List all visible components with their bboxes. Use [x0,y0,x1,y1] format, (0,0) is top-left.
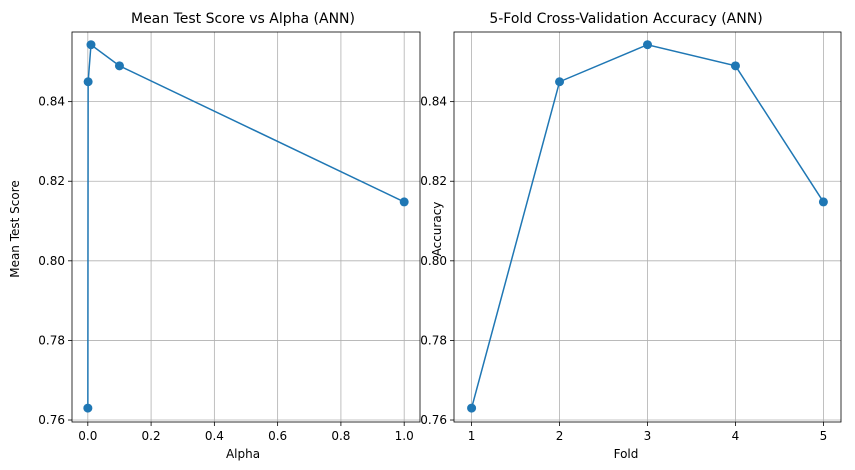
x-tick-label: 0.6 [268,429,287,443]
x-tick-label: 1 [468,429,476,443]
x-tick-label: 5 [820,429,828,443]
y-tick-label: 0.82 [420,174,447,188]
y-tick-label: 0.78 [420,333,447,347]
data-point [83,77,93,87]
x-axis-label: Fold [614,447,639,461]
y-axis-label: Accuracy [430,202,444,257]
data-point [399,197,409,207]
y-tick-label: 0.76 [38,413,65,427]
subplot-title: 5-Fold Cross-Validation Accuracy (ANN) [489,11,762,27]
subplot-title: Mean Test Score vs Alpha (ANN) [131,11,355,27]
tick-marks: 1 2 3 4 5 0.76 0.78 0.80 0.82 0.84 [420,95,827,443]
x-tick-label: 1.0 [395,429,414,443]
x-axis-label: Alpha [226,447,260,461]
grid-lines [72,32,420,422]
tick-marks: 0.0 0.2 0.4 0.6 0.8 1.0 0.76 0.78 0.80 0.82 0.84 [38,95,413,443]
data-point [467,403,477,413]
y-tick-label: 0.76 [420,413,447,427]
data-point [83,403,93,413]
grid-lines [454,32,841,422]
data-point [643,40,652,50]
x-tick-label: 0.0 [78,429,97,443]
x-tick-label: 3 [644,429,652,443]
subplot-folds: 5-Fold Cross-Validation Accuracy (ANN) F… [420,11,842,461]
y-tick-label: 0.82 [38,174,65,188]
x-tick-label: 0.4 [205,429,224,443]
x-tick-label: 2 [556,429,564,443]
axes-frame [71,31,421,423]
data-point [555,77,565,87]
axes-frame [453,31,842,423]
data-point [86,40,96,50]
x-tick-label: 0.8 [331,429,350,443]
y-tick-label: 0.84 [420,95,447,109]
data-point [818,197,828,207]
x-tick-label: 0.2 [142,429,161,443]
x-tick-label: 4 [732,429,740,443]
y-tick-label: 0.84 [38,95,65,109]
y-tick-label: 0.80 [38,254,65,268]
subplot-alpha: Mean Test Score vs Alpha (ANN) Alpha Mea… [8,11,421,461]
y-axis-label: Mean Test Score [8,180,22,278]
data-point [114,61,124,71]
y-tick-label: 0.78 [38,333,65,347]
y-tick-label: 0.80 [420,254,447,268]
data-point [730,61,740,71]
